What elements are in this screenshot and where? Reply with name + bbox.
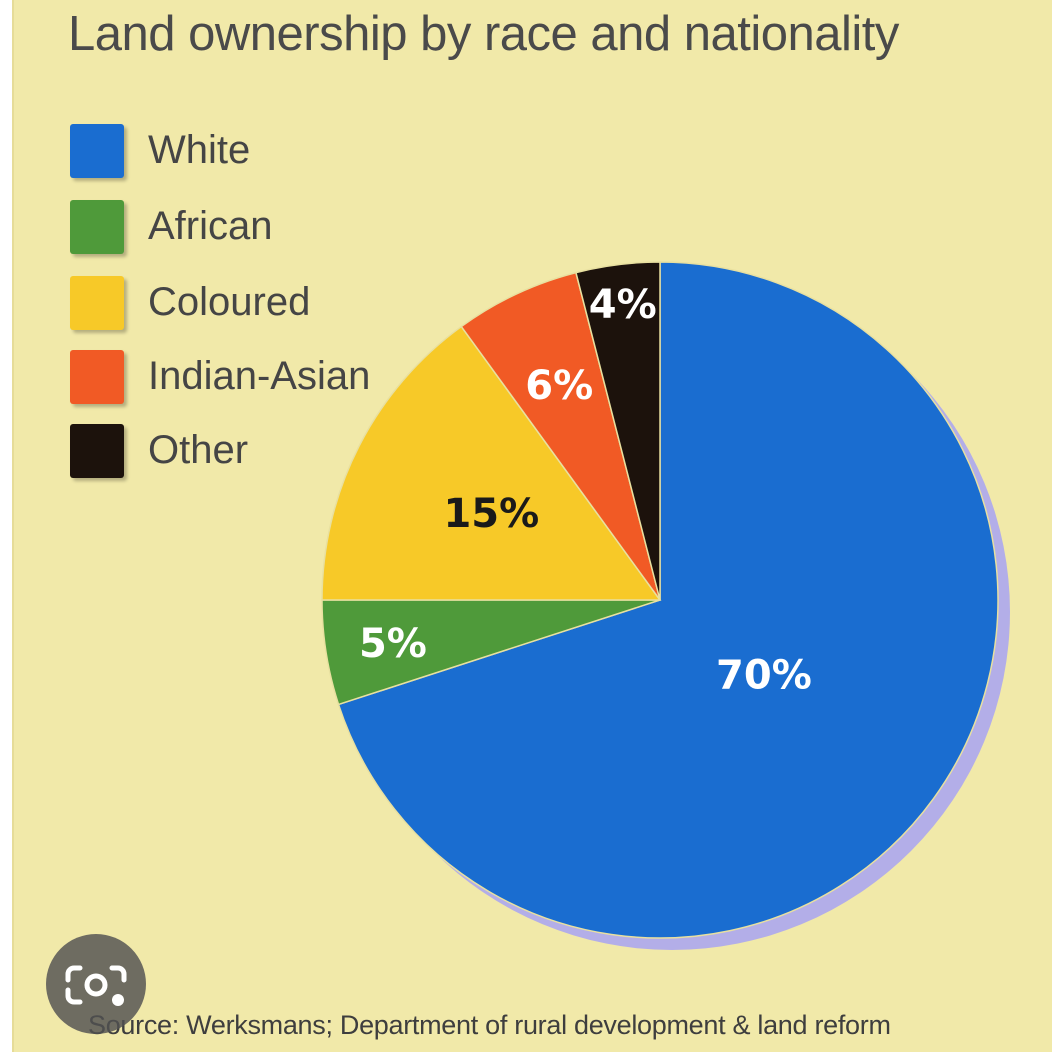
chart-title: Land ownership by race and nationality bbox=[68, 7, 899, 61]
pie-labels: 70% 5% 15% 6% 4% bbox=[359, 282, 812, 699]
source-note: Source: Werksmans; Department of rural d… bbox=[88, 1010, 891, 1040]
pie-label-other: 4% bbox=[589, 282, 657, 328]
pie-label-indian-asian: 6% bbox=[525, 363, 593, 409]
legend-swatch-coloured bbox=[70, 276, 124, 330]
pie-slices bbox=[321, 261, 999, 939]
pie-slice-indian-asian bbox=[460, 271, 661, 601]
legend-swatch-indian-asian bbox=[70, 350, 124, 404]
pie-label-white: 70% bbox=[716, 652, 812, 698]
legend-label-white: White bbox=[148, 128, 251, 172]
legend-label-other: Other bbox=[148, 428, 249, 472]
legend-swatch-african bbox=[70, 200, 124, 254]
camera-search-icon bbox=[65, 965, 127, 1006]
pie-slice-coloured bbox=[321, 325, 662, 601]
pie-label-african: 5% bbox=[359, 621, 427, 667]
legend-label-coloured: Coloured bbox=[148, 280, 311, 324]
pie-label-coloured: 15% bbox=[443, 491, 539, 537]
legend-swatch-other bbox=[70, 424, 124, 478]
pie-slice-other bbox=[575, 261, 661, 601]
legend-label-african: African bbox=[148, 204, 273, 248]
legend-label-indian-asian: Indian-Asian bbox=[148, 354, 371, 398]
pie-slice-white bbox=[337, 261, 999, 939]
lens-search-button[interactable] bbox=[46, 934, 146, 1034]
legend-swatch-white bbox=[70, 124, 124, 178]
